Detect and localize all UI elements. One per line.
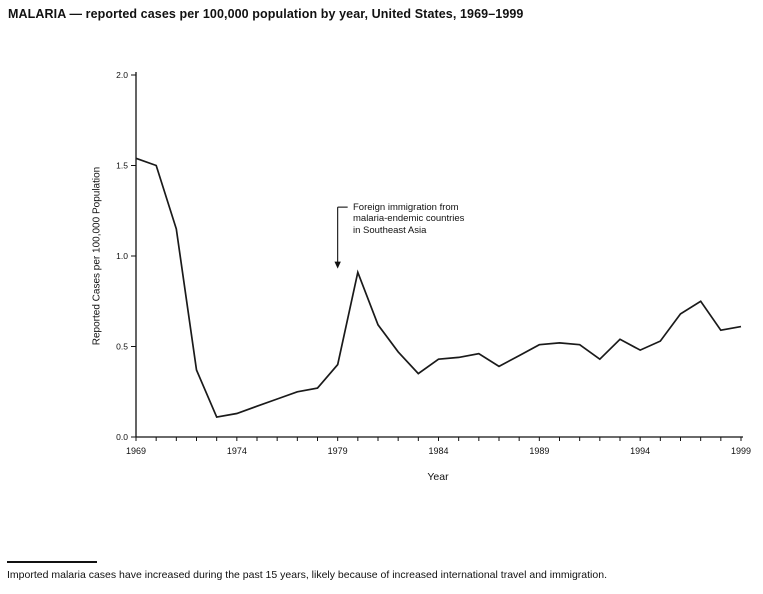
y-tick-label: 0.5	[116, 342, 128, 352]
x-tick-label: 1989	[529, 446, 549, 456]
x-tick-label: 1969	[126, 446, 146, 456]
x-tick-label: 1974	[227, 446, 247, 456]
y-tick-label: 0.0	[116, 432, 128, 442]
footnote-divider-rule	[7, 561, 97, 563]
x-axis-label: Year	[427, 471, 449, 483]
y-tick-label: 1.5	[116, 161, 128, 171]
y-axis-label: Reported Cases per 100,000 Population	[91, 166, 103, 346]
x-tick-label: 1984	[428, 446, 448, 456]
y-tick-label: 2.0	[116, 70, 128, 80]
x-tick-label: 1999	[731, 446, 751, 456]
footnote-text: Imported malaria cases have increased du…	[7, 569, 607, 581]
x-tick-label: 1994	[630, 446, 650, 456]
line-chart-plot: 0.0 0.5 1.0 1.5 2.0 1969 1974 1979 1984 1989 1994 1…	[116, 70, 751, 456]
annotation-text: Foreign immigration from malaria-endemic…	[353, 202, 465, 236]
x-tick-label: 1979	[328, 446, 348, 456]
y-tick-label: 1.0	[116, 251, 128, 261]
annotation-arrowhead	[334, 261, 341, 269]
chart-title: MALARIA — reported cases per 100,000 pop…	[8, 7, 524, 21]
malaria-rate-line	[135, 157, 742, 419]
